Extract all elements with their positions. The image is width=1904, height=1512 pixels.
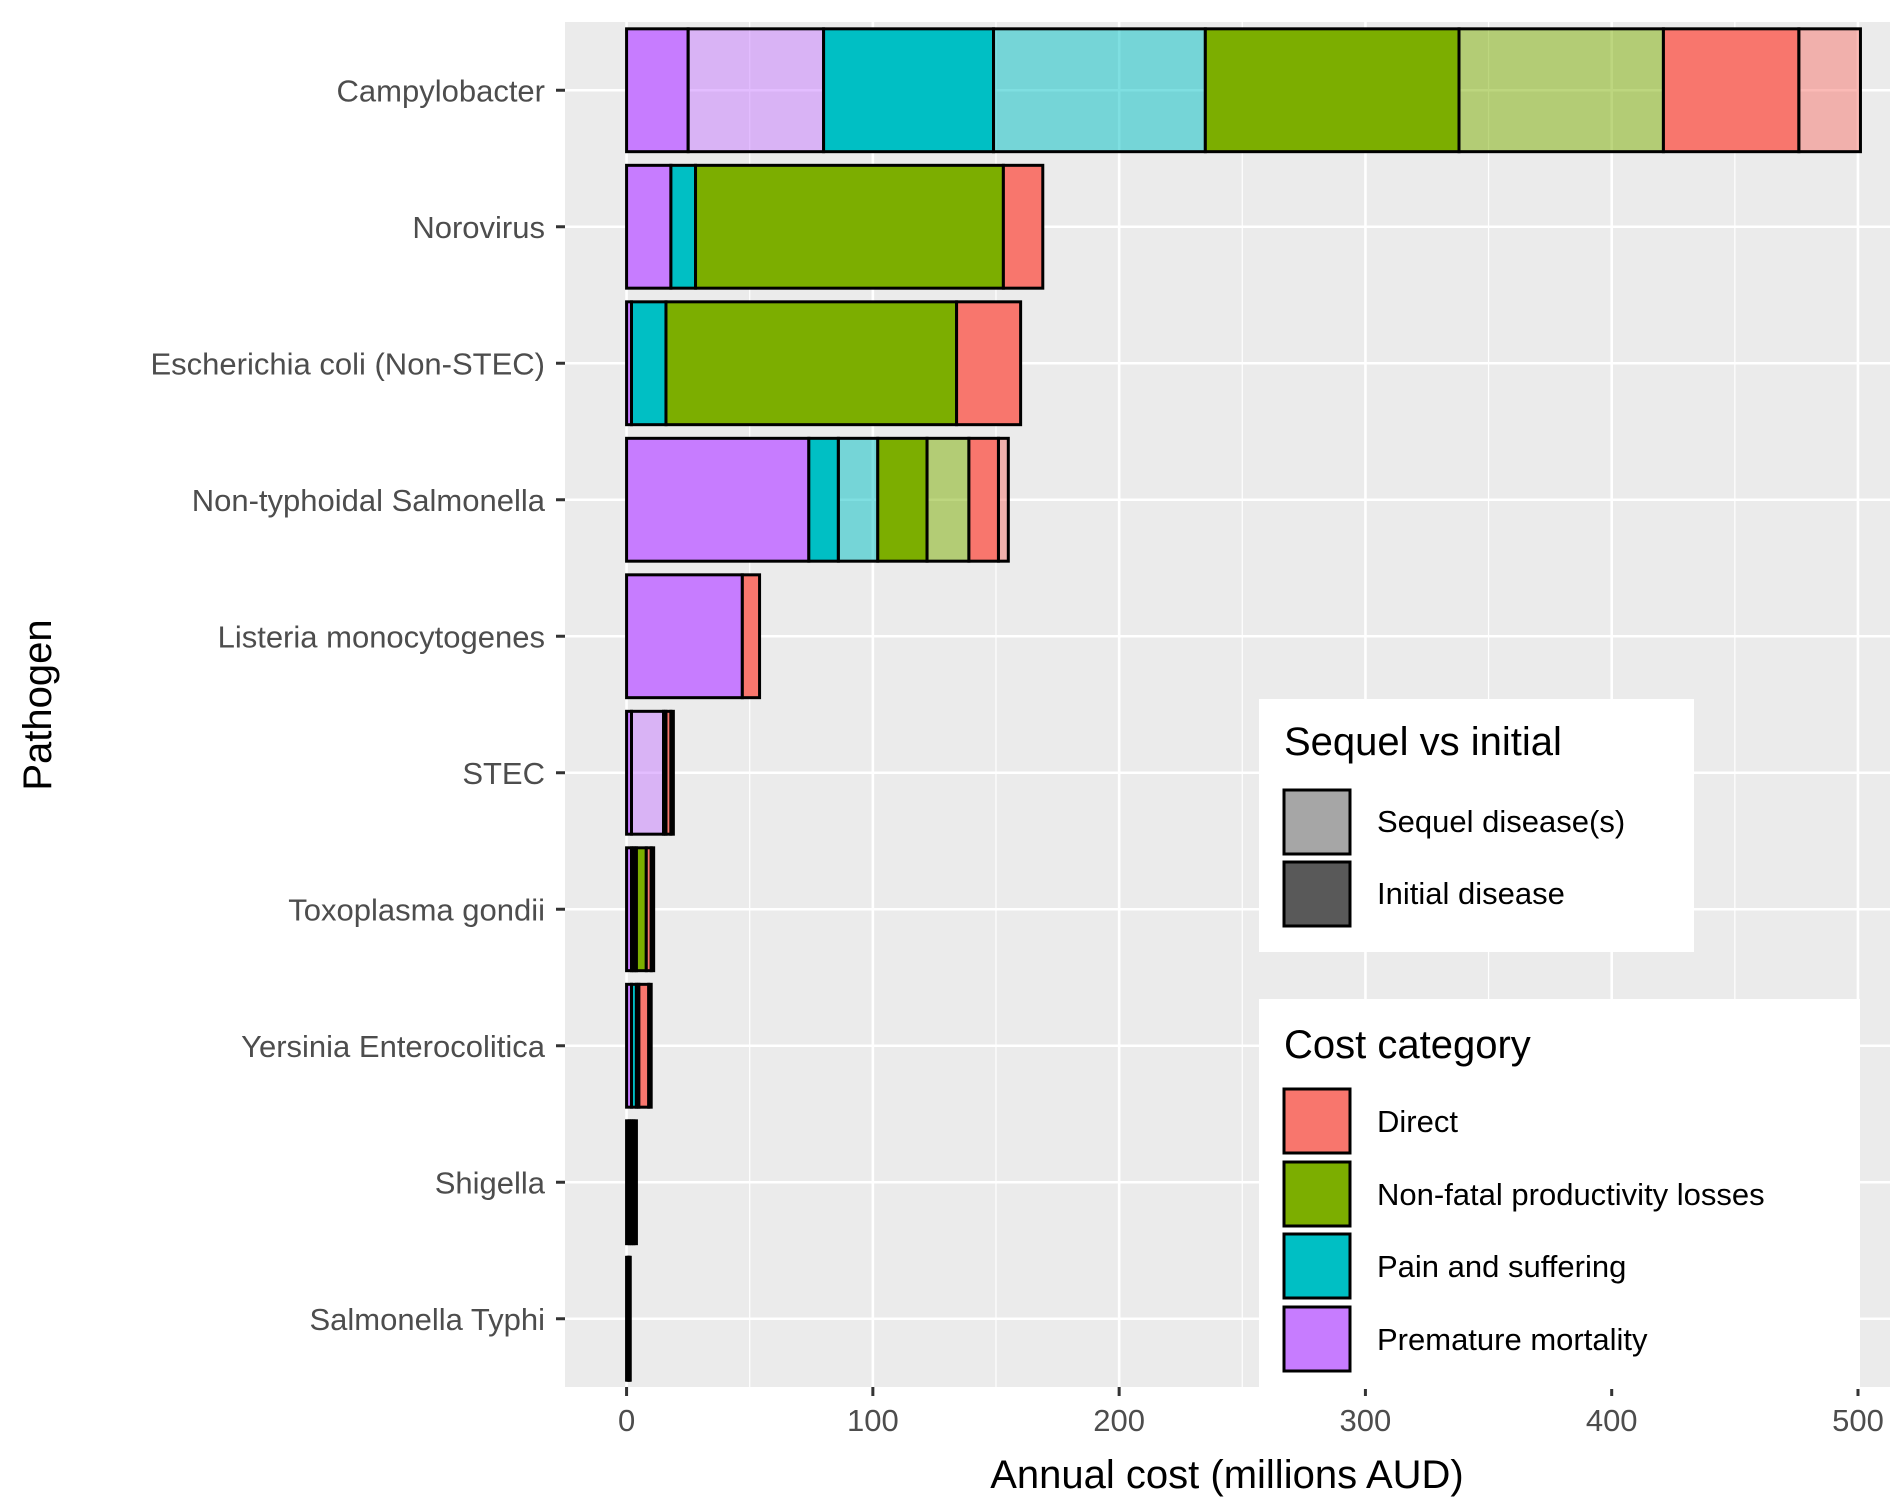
bar-segment [664, 300, 959, 427]
y-tick-label: Non-typhoidal Salmonella [192, 483, 546, 518]
bar-segment [649, 846, 656, 973]
y-axis-title: Pathogen [16, 619, 60, 790]
bar-segment [807, 436, 840, 563]
x-axis-title: Annual cost (millions AUD) [990, 1453, 1464, 1497]
legend-sequel-label-1: Initial disease [1377, 876, 1565, 911]
y-tick-label: STEC [462, 756, 545, 791]
bar-segment [625, 573, 744, 700]
bar-segment [686, 27, 826, 154]
x-tick-label: 300 [1340, 1403, 1392, 1438]
bar-segment [1797, 27, 1862, 154]
x-axis: 0 100 200 300 400 500 [618, 1387, 1884, 1438]
bar-segment [1001, 163, 1045, 290]
bar-segment [628, 1255, 632, 1382]
legend-cost-label-mortality: Premature mortality [1377, 1322, 1648, 1357]
bar-segment [925, 436, 971, 563]
bar-segment [740, 573, 762, 700]
bar-segment [629, 300, 668, 427]
x-tick-label: 200 [1093, 1403, 1145, 1438]
x-tick-label: 400 [1586, 1403, 1638, 1438]
y-tick-label: Toxoplasma gondii [288, 892, 545, 927]
bar-segment [876, 436, 929, 563]
x-tick-label: 100 [847, 1403, 899, 1438]
y-tick-label: Yersinia Enterocolitica [241, 1029, 546, 1064]
legend-sequel-key-1 [1282, 860, 1352, 928]
bars [625, 27, 1862, 1382]
legend-sequel-label-0: Sequel disease(s) [1377, 804, 1625, 839]
y-tick-label: Escherichia coli (Non-STEC) [151, 346, 546, 381]
bar-segment [625, 27, 690, 154]
bar-segment [822, 27, 996, 154]
y-tick-label: Listeria monocytogenes [218, 619, 545, 654]
bar-segment [836, 436, 880, 563]
bar-segment [694, 163, 1005, 290]
bar-segment [1457, 27, 1665, 154]
x-tick-label: 500 [1832, 1403, 1884, 1438]
bar-segment [629, 709, 666, 836]
bar-segment [669, 709, 675, 836]
y-tick-label: Norovirus [412, 210, 545, 245]
legend-cost-label-pain: Pain and suffering [1377, 1249, 1626, 1284]
y-tick-label: Campylobacter [337, 73, 545, 108]
bar-segment [1661, 27, 1801, 154]
bar-segment [992, 27, 1207, 154]
legend-cost-key-direct [1282, 1087, 1352, 1155]
legend-sequel-key-0 [1282, 788, 1352, 856]
legend-cost-key-pain [1282, 1232, 1352, 1300]
legend-cost-category: Cost category Direct Non-fatal productiv… [1259, 999, 1860, 1389]
legend-sequel: Sequel vs initial Sequel disease(s) Init… [1259, 699, 1694, 952]
y-tick-label: Shigella [435, 1165, 546, 1200]
legend-cost-title: Cost category [1284, 1023, 1531, 1067]
bar-segment [647, 982, 653, 1109]
legend-cost-background [1259, 999, 1860, 1389]
bar-segment [625, 163, 673, 290]
bar-segment [967, 436, 1000, 563]
bar-segment [1203, 27, 1461, 154]
bar-segment [625, 436, 811, 563]
x-tick-label: 0 [618, 1403, 635, 1438]
bar-segment [955, 300, 1023, 427]
legend-cost-label-nonfatal: Non-fatal productivity losses [1377, 1177, 1765, 1212]
legend-cost-label-direct: Direct [1377, 1104, 1458, 1139]
y-axis: Campylobacter Norovirus Escherichia coli (… [151, 73, 565, 1337]
bar-segment [996, 436, 1010, 563]
bar-segment [669, 163, 698, 290]
legend-cost-key-nonfatal [1282, 1160, 1352, 1228]
bar-segment [632, 1119, 638, 1246]
y-tick-label: Salmonella Typhi [309, 1302, 545, 1337]
legend-sequel-title: Sequel vs initial [1284, 720, 1562, 764]
legend-cost-key-mortality [1282, 1305, 1352, 1373]
